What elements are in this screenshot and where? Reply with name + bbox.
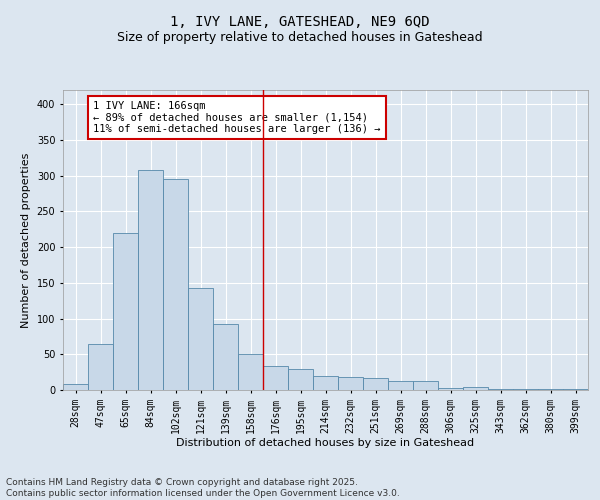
Bar (88, 344, 113, 390)
Bar (238, 354, 263, 390)
Bar (488, 388, 513, 390)
Bar (288, 368, 313, 390)
Bar (338, 377, 363, 390)
Bar (313, 376, 338, 390)
Bar (388, 380, 413, 390)
Text: 1, IVY LANE, GATESHEAD, NE9 6QD: 1, IVY LANE, GATESHEAD, NE9 6QD (170, 16, 430, 30)
Bar (188, 288, 213, 390)
Bar (438, 388, 463, 390)
Text: 1 IVY LANE: 166sqm
← 89% of detached houses are smaller (1,154)
11% of semi-deta: 1 IVY LANE: 166sqm ← 89% of detached hou… (93, 100, 380, 134)
Bar (413, 382, 438, 390)
Bar (63, 384, 88, 390)
Bar (113, 233, 138, 390)
Bar (513, 388, 538, 390)
Bar (463, 387, 488, 390)
Bar (213, 324, 238, 390)
Bar (263, 366, 288, 390)
Bar (138, 170, 163, 390)
Bar (163, 180, 188, 390)
X-axis label: Distribution of detached houses by size in Gateshead: Distribution of detached houses by size … (176, 438, 475, 448)
Text: Size of property relative to detached houses in Gateshead: Size of property relative to detached ho… (117, 31, 483, 44)
Y-axis label: Number of detached properties: Number of detached properties (21, 152, 31, 328)
Text: Contains HM Land Registry data © Crown copyright and database right 2025.
Contai: Contains HM Land Registry data © Crown c… (6, 478, 400, 498)
Bar (363, 378, 388, 390)
